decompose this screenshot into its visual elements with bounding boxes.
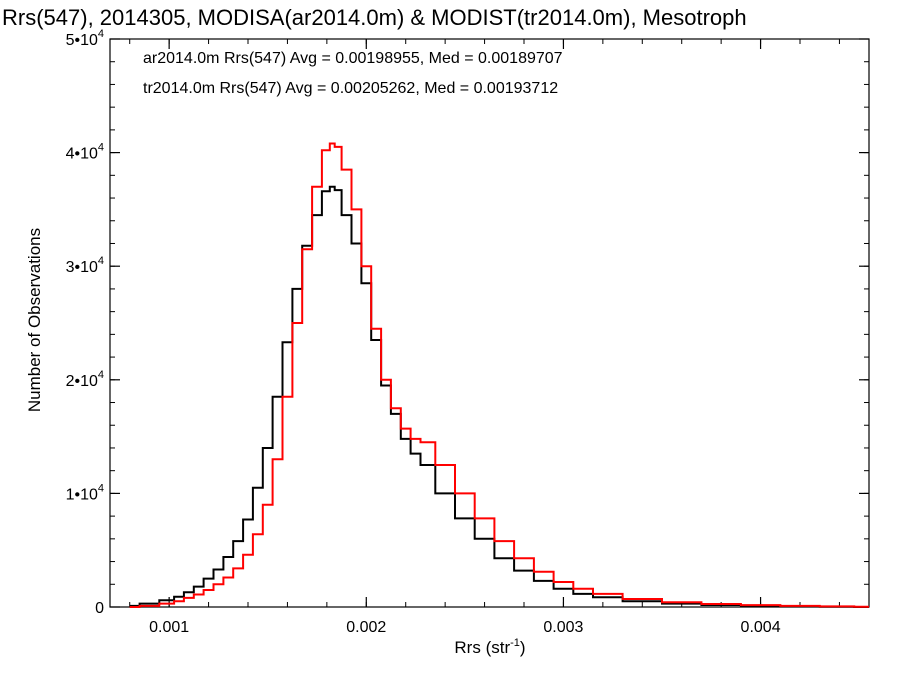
y-tick-label: 0 — [95, 600, 104, 617]
y-tick-exponent: 4 — [98, 255, 104, 267]
x-tick-label: 0.001 — [149, 619, 189, 636]
y-tick-exponent: 4 — [98, 142, 104, 154]
legend-entry-ar2014: ar2014.0m Rrs(547) Avg = 0.00198955, Med… — [143, 50, 563, 67]
series-layer — [129, 142, 869, 608]
x-axis-label: Rrs (str-1) — [454, 637, 525, 657]
x-axis-label-exponent: -1 — [510, 637, 520, 649]
y-tick-mantissa: 2•10 — [66, 373, 98, 390]
y-tick-label: 3•104 — [66, 255, 104, 276]
y-tick-mantissa: 3•10 — [66, 259, 98, 276]
y-tick-label: 1•104 — [66, 482, 104, 503]
y-tick-mantissa: 5•10 — [66, 32, 98, 49]
chart-title: Rrs(547), 2014305, MODISA(ar2014.0m) & M… — [2, 5, 747, 30]
legend-entry-tr2014: tr2014.0m Rrs(547) Avg = 0.00205262, Med… — [143, 80, 558, 97]
y-tick-mantissa: 1•10 — [66, 486, 98, 503]
y-tick-label: 2•104 — [66, 369, 104, 390]
x-axis-label-close: ) — [520, 638, 526, 657]
y-tick-label: 5•104 — [66, 28, 104, 49]
y-tick-exponent: 4 — [98, 28, 104, 40]
y-tick-exponent: 4 — [98, 482, 104, 494]
plot-frame — [109, 38, 870, 608]
series-line-tr2014.0m — [129, 142, 869, 608]
y-tick-label: 4•104 — [66, 142, 104, 163]
y-axis-label: Number of Observations — [25, 228, 44, 412]
x-tick-label: 0.004 — [741, 619, 781, 636]
x-tick-label: 0.003 — [543, 619, 583, 636]
x-tick-labels: 0.001 0.002 0.003 0.004 — [149, 619, 781, 636]
axis-ticks — [110, 38, 869, 608]
x-axis-label-text: Rrs (str — [454, 638, 510, 657]
series-line-ar2014.0m — [129, 185, 869, 608]
y-tick-exponent: 4 — [98, 369, 104, 381]
y-tick-mantissa: 4•10 — [66, 146, 98, 163]
y-tick-mantissa: 0 — [95, 600, 104, 617]
x-tick-label: 0.002 — [346, 619, 386, 636]
